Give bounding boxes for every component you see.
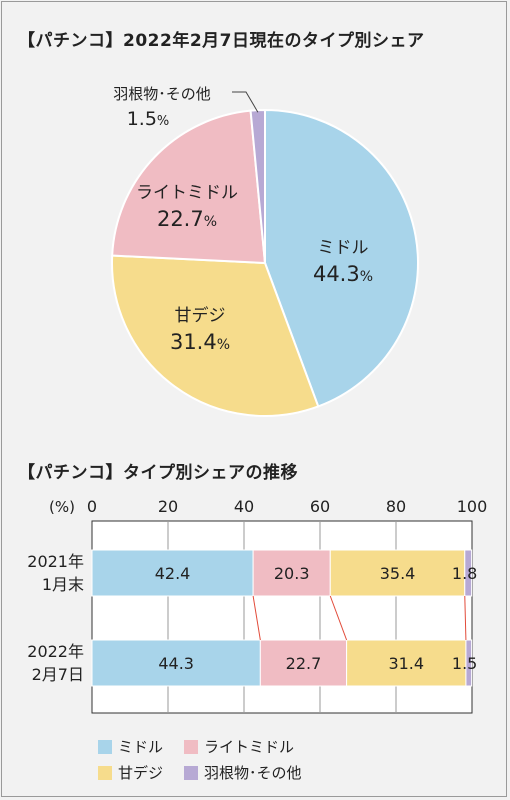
bar-label-amadeji-1: 31.4 [388,654,424,673]
pie-chart-title: 【パチンコ】2022年2月7日現在のタイプ別シェア [18,31,425,51]
legend-label-amadeji: 甘デジ [118,764,164,782]
bar-label-other-0: 1.8 [452,564,477,583]
bar-amadeji-0 [329,549,466,597]
pie-label-name-middle: ミドル [318,238,369,258]
category-label-1-line2: 2月7日 [32,665,84,684]
legend-label-middle: ミドル [118,738,164,756]
pie-slice-light-middle [111,109,267,265]
legend-item-light-middle: ライトミドル [184,736,294,757]
pie-label-name-other: 羽根物･その他 [113,85,211,103]
x-tick-label-40: 40 [234,497,254,516]
x-tick-label-60: 60 [310,497,330,516]
bar-amadeji-1 [346,639,467,687]
bar-middle-1 [91,639,261,687]
pie-label-name-light-middle: ライトミドル [136,183,238,203]
bar-other-1 [465,639,473,687]
x-axis-unit: (%) [49,498,75,516]
connector-line-2 [464,595,467,641]
pie-chart: ミドル 44.3% 甘デジ 31.4% ライトミドル 22.7% 羽根物･その他 1.5% [111,85,419,417]
bar-label-amadeji-0: 35.4 [380,564,416,583]
pie-slice-middle [264,108,419,408]
legend-swatch-amadeji [98,765,112,780]
bar-other-0 [464,549,473,597]
bar-light-middle-1 [259,639,348,687]
bar-label-middle-1: 44.3 [158,654,194,673]
x-tick-label-80: 80 [386,497,406,516]
pie-leader-line-other [232,91,259,113]
pie-label-value-middle: 44.3% [313,262,373,286]
pie-slice-other [249,108,266,264]
bar-label-middle-0: 42.4 [155,564,191,583]
pie-label-name-amadeji: 甘デジ [175,305,226,326]
legend-item-other: 羽根物･その他 [184,762,302,783]
connector-line-1 [329,595,348,641]
connector-line-0 [252,595,261,641]
bar-label-light-middle-1: 22.7 [286,654,322,673]
x-tick-label-20: 20 [158,497,178,516]
bar-label-light-middle-0: 20.3 [274,564,310,583]
legend-swatch-light-middle [184,739,198,754]
category-label-0-line1: 2021年 [27,552,84,571]
category-label-0-line2: 1月末 [42,575,84,594]
pie-slice-amadeji [111,254,320,417]
legend-swatch-other [184,765,198,780]
category-label-1-line1: 2022年 [27,642,84,661]
bar-middle-0 [91,549,254,597]
pie-label-value-amadeji: 31.4% [170,330,230,354]
bar-label-other-1: 1.5 [452,654,477,673]
bar-light-middle-0 [252,549,331,597]
legend-item-middle: ミドル [98,736,163,757]
legend-label-light-middle: ライトミドル [204,738,295,756]
x-tick-label-100: 100 [457,497,488,516]
legend-item-amadeji: 甘デジ [98,762,163,783]
pie-label-value-light-middle: 22.7% [157,207,217,231]
legend-label-other: 羽根物･その他 [204,764,302,782]
bar-chart-title: 【パチンコ】タイプ別シェアの推移 [18,463,298,483]
pie-label-value-other: 1.5% [127,108,170,130]
legend-swatch-middle [98,739,112,754]
x-tick-label-0: 0 [87,497,97,516]
